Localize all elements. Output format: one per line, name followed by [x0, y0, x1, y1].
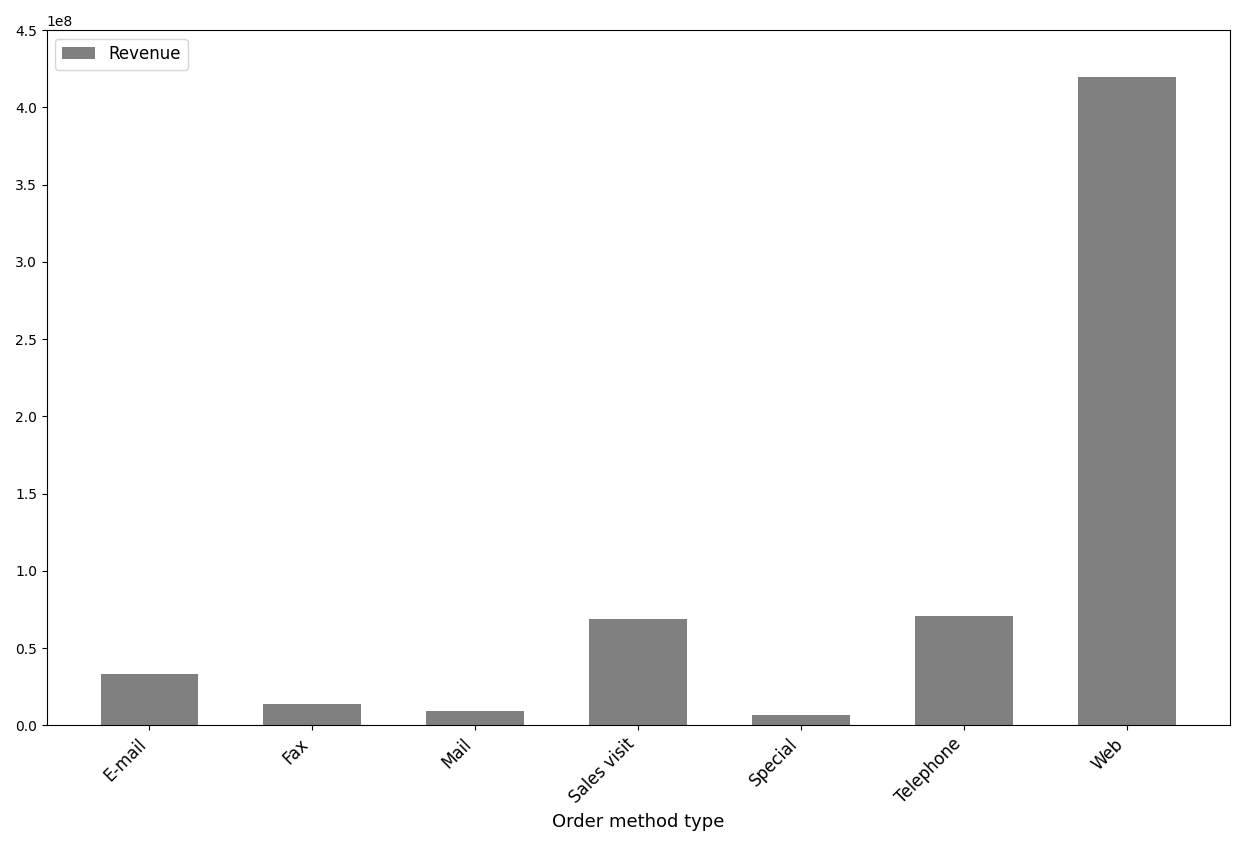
Bar — [427, 711, 524, 725]
Bar — [1078, 76, 1177, 725]
Bar — [101, 674, 198, 725]
Bar — [752, 715, 850, 725]
X-axis label: Order method type: Order method type — [553, 813, 725, 831]
Legend: Revenue: Revenue — [55, 39, 188, 70]
Bar — [915, 616, 1013, 725]
Bar — [264, 704, 361, 725]
Bar — [589, 618, 687, 725]
